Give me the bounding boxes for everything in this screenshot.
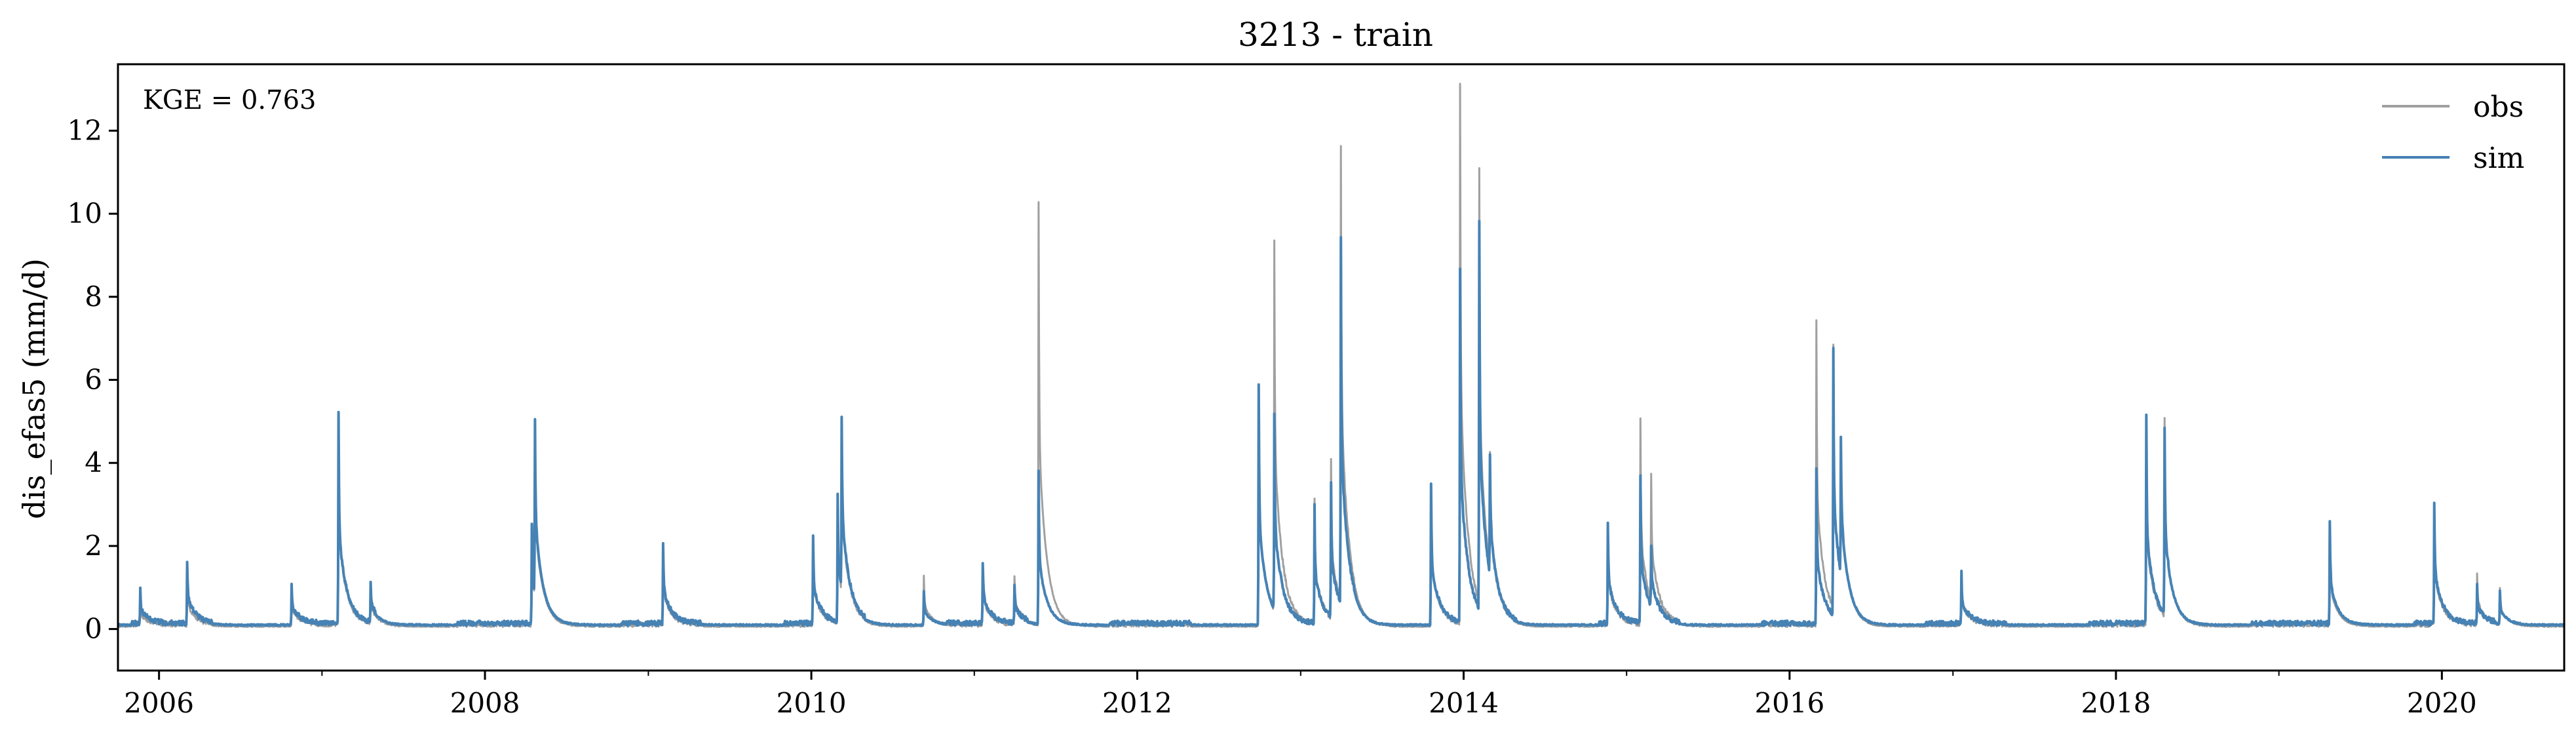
y-tick-label: 6 [85, 364, 102, 396]
x-tick-label: 2018 [2081, 687, 2151, 719]
x-tick-label: 2006 [124, 687, 194, 719]
y-tick-label: 2 [85, 530, 102, 562]
y-tick-label: 8 [85, 281, 102, 313]
plot-frame [117, 63, 2566, 672]
legend: obs sim [2382, 90, 2524, 175]
y-tick-label: 10 [67, 197, 102, 229]
chart-title: 3213 - train [1238, 16, 1433, 54]
x-tick-label: 2014 [1429, 687, 1499, 719]
x-tick-label: 2020 [2407, 687, 2477, 719]
y-tick-label: 4 [85, 446, 102, 478]
x-axis: 2006 2008 2010 2012 2014 2016 2018 2020 [124, 671, 2477, 719]
y-tick-label: 12 [67, 114, 102, 146]
series-line-sim [117, 220, 2566, 627]
y-axis: 0 2 4 6 8 10 12 [67, 114, 118, 645]
legend-label-obs: obs [2473, 90, 2524, 124]
x-tick-label: 2016 [1754, 687, 1824, 719]
x-tick-label: 2012 [1102, 687, 1172, 719]
y-tick-label: 0 [85, 613, 102, 645]
series-layer [117, 83, 2566, 628]
kge-annotation: KGE = 0.763 [143, 85, 317, 115]
legend-label-sim: sim [2473, 142, 2524, 175]
x-tick-label: 2010 [777, 687, 847, 719]
x-tick-label: 2008 [450, 687, 520, 719]
y-axis-label: dis_efas5 (mm/d) [16, 258, 52, 519]
plot-area [117, 63, 2566, 672]
